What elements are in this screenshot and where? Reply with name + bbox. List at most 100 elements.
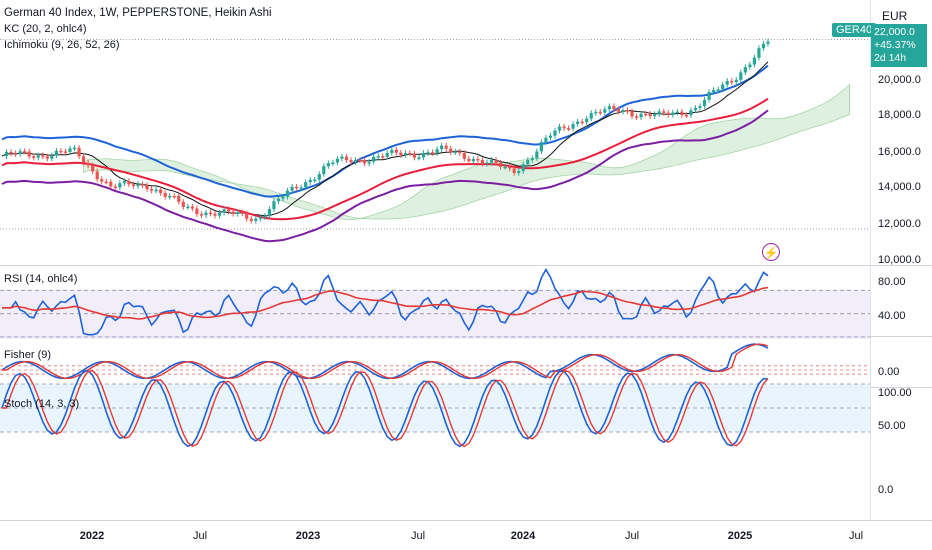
candle-body: [521, 164, 525, 172]
candle-body: [100, 179, 104, 182]
candle-body: [621, 110, 625, 112]
candle-body: [227, 209, 231, 212]
candle-body: [281, 196, 285, 199]
candle-body: [494, 159, 498, 163]
candle-body: [349, 160, 353, 163]
candle-body: [4, 151, 9, 157]
rsi-tick: 40.00: [878, 310, 906, 322]
candle-body: [421, 153, 426, 158]
candle-body: [208, 212, 213, 215]
candle-body: [72, 147, 77, 150]
x-tick: Jul: [410, 530, 426, 542]
rsi-band: [0, 290, 870, 339]
candle-body: [408, 153, 412, 155]
candle-body: [544, 137, 548, 143]
candle-body: [757, 48, 761, 58]
candle-body: [662, 111, 666, 113]
candle-body: [435, 149, 439, 154]
candle-body: [657, 111, 661, 115]
candle-body: [68, 148, 72, 152]
candle-body: [576, 121, 580, 125]
candle-body: [240, 212, 244, 214]
candle-body: [285, 190, 290, 197]
candle-body: [50, 155, 54, 159]
candle-body: [721, 84, 725, 90]
candle-body: [23, 151, 27, 153]
stoch-label[interactable]: Stoch (14, 3, 3): [4, 398, 80, 410]
candle-body: [136, 184, 140, 187]
kc-upper-band: [1, 64, 769, 198]
candle-body: [331, 162, 335, 165]
candle-body: [526, 159, 530, 165]
y-tick: 10,000.0: [878, 254, 921, 266]
candle-body: [59, 150, 63, 153]
candle-body: [743, 67, 747, 73]
candle-body: [693, 107, 698, 111]
candle-body: [403, 153, 407, 155]
fisher-label[interactable]: Fisher (9): [4, 349, 52, 361]
candle-body: [254, 218, 258, 221]
candle-body: [752, 57, 757, 65]
rsi-line: [2, 267, 769, 336]
candle-body: [476, 158, 480, 161]
kc-indicator-label[interactable]: KC (20, 2, ohlc4): [4, 23, 87, 35]
candle-body: [698, 106, 702, 108]
currency-label: EUR: [882, 9, 908, 23]
candle-body: [177, 195, 181, 202]
candle-body: [630, 111, 634, 117]
candle-body: [580, 121, 584, 124]
candle-body: [644, 113, 648, 116]
tenkan-line: [1, 61, 769, 217]
stoch-d-line: [2, 369, 769, 448]
rsi-ma-line: [2, 286, 769, 320]
candle-body: [149, 189, 154, 191]
flash-icon[interactable]: ⚡: [762, 243, 780, 261]
candle-body: [322, 166, 326, 175]
candle-body: [417, 157, 421, 159]
candle-body: [113, 186, 117, 188]
candle-body: [295, 186, 299, 189]
candle-body: [471, 158, 475, 162]
candle-body: [290, 186, 294, 191]
candle-body: [249, 218, 253, 221]
candle-body: [539, 142, 543, 152]
candle-body: [412, 153, 417, 158]
candle-body: [81, 156, 86, 163]
fisher-line: [1, 343, 769, 380]
candle-body: [399, 152, 403, 155]
candle-body: [390, 149, 394, 153]
candle-body: [9, 151, 13, 154]
candle-body: [598, 111, 602, 114]
candle-body: [517, 171, 521, 174]
candle-body: [612, 106, 616, 110]
x-tick: Jul: [624, 530, 640, 542]
rsi-label[interactable]: RSI (14, ohlc4): [4, 273, 78, 285]
candle-body: [453, 151, 457, 154]
candle-body: [748, 64, 752, 68]
candle-body: [36, 155, 40, 158]
candle-body: [739, 72, 743, 80]
stoch-tick: 50.00: [878, 420, 906, 432]
ticker-tag: GER40: [832, 23, 877, 37]
candle-body: [449, 148, 453, 153]
candle-body: [18, 151, 22, 155]
candle-body: [585, 118, 589, 123]
ichimoku-indicator-label[interactable]: Ichimoku (9, 26, 52, 26): [4, 39, 120, 51]
candle-body: [498, 162, 503, 167]
candle-body: [313, 179, 317, 182]
candle-body: [430, 152, 435, 154]
fisher-trigger-line: [2, 343, 769, 380]
candle-body: [168, 195, 172, 198]
candle-body: [467, 158, 471, 162]
candle-body: [553, 130, 557, 136]
candle-body: [625, 110, 630, 112]
candle-body: [213, 213, 217, 216]
candle-body: [716, 89, 720, 91]
candle-body: [172, 195, 176, 198]
candle-body: [41, 155, 45, 157]
candle-body: [263, 215, 267, 218]
y-tick: 16,000.0: [878, 146, 921, 158]
candle-body: [607, 106, 611, 110]
candle-body: [118, 183, 122, 188]
